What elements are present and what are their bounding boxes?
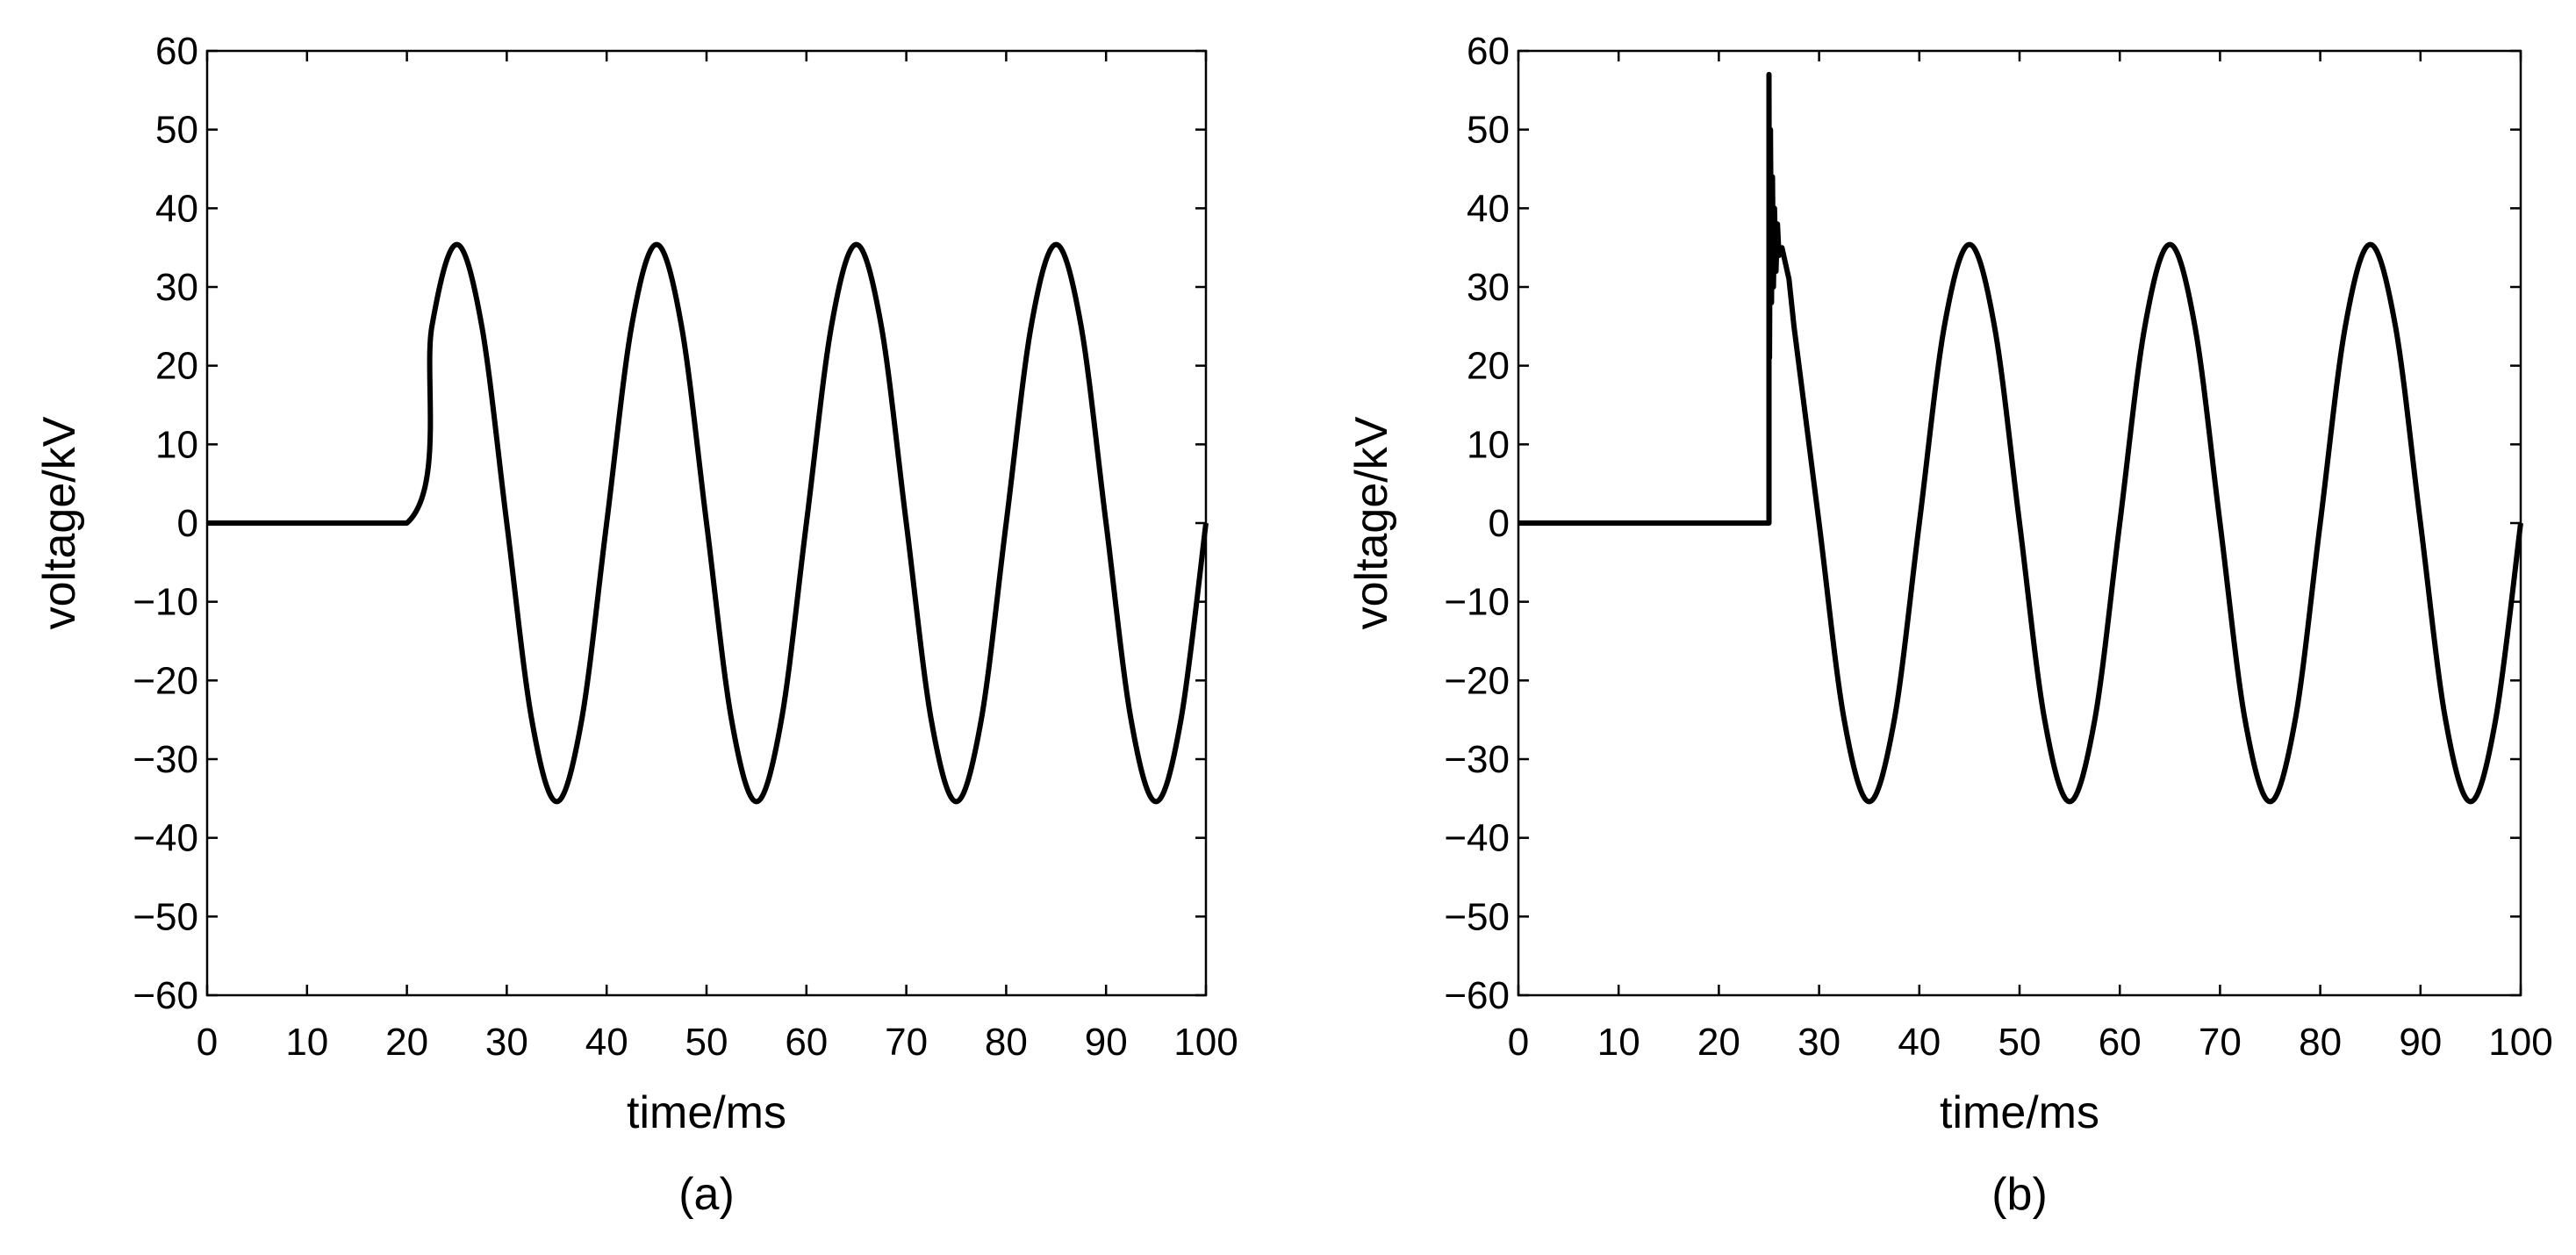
y-tick-label-b: −20 <box>1444 659 1510 702</box>
y-tick-label-a: 20 <box>155 345 198 388</box>
y-tick-label-a: 50 <box>155 109 198 152</box>
y-tick-label-b: 60 <box>1467 30 1510 73</box>
y-tick-label-a: 0 <box>177 502 198 545</box>
x-tick-label-b: 90 <box>2399 1021 2442 1064</box>
y-tick-label-b: 40 <box>1467 187 1510 230</box>
y-tick-label-a: −20 <box>133 659 198 702</box>
x-tick-label-b: 20 <box>1697 1021 1740 1064</box>
x-tick-label-b: 50 <box>1998 1021 2041 1064</box>
y-tick-label-b: 50 <box>1467 109 1510 152</box>
x-axis-label-b: time/ms <box>1940 1087 2099 1138</box>
y-tick-label-a: 60 <box>155 30 198 73</box>
x-tick-label-b: 60 <box>2099 1021 2142 1064</box>
y-axis-label-a: voltage/kV <box>34 416 85 629</box>
y-tick-label-a: 10 <box>155 423 198 466</box>
y-tick-label-a: −60 <box>133 974 198 1017</box>
y-tick-label-a: 40 <box>155 187 198 230</box>
chart-panel-a: 0 10 20 30 40 50 60 70 80 90 1006050403020100−10−2… <box>34 30 1238 1220</box>
plot-area-a: 0 10 20 30 40 50 60 70 80 90 1006050403020100−10−2… <box>133 30 1238 1064</box>
y-tick-label-b: −40 <box>1444 817 1510 860</box>
x-tick-label-a: 100 <box>1173 1021 1238 1064</box>
y-axis-label-b: voltage/kV <box>1346 416 1397 629</box>
x-tick-label-a: 60 <box>785 1021 828 1064</box>
y-tick-label-a: −50 <box>133 895 198 938</box>
x-tick-label-a: 80 <box>985 1021 1028 1064</box>
chart-panel-b: 0 10 20 30 40 50 60 70 80 90 1006050403020100−10−2… <box>1346 30 2553 1220</box>
series-line-b <box>1518 71 2523 805</box>
x-tick-label-b: 70 <box>2199 1021 2242 1064</box>
x-tick-label-a: 90 <box>1085 1021 1128 1064</box>
y-tick-label-a: −40 <box>133 817 198 860</box>
y-tick-label-b: −30 <box>1444 738 1510 781</box>
x-tick-label-a: 0 <box>197 1021 218 1064</box>
x-tick-label-b: 100 <box>2488 1021 2552 1064</box>
y-tick-label-a: 30 <box>155 266 198 309</box>
y-tick-label-b: 10 <box>1467 423 1510 466</box>
x-tick-label-b: 10 <box>1597 1021 1640 1064</box>
x-axis-label-a: time/ms <box>627 1087 786 1138</box>
y-tick-label-b: 0 <box>1489 502 1510 545</box>
y-tick-label-b: −60 <box>1444 974 1510 1017</box>
x-tick-label-a: 30 <box>485 1021 528 1064</box>
x-tick-label-a: 20 <box>385 1021 428 1064</box>
x-tick-label-a: 40 <box>585 1021 628 1064</box>
x-tick-label-b: 80 <box>2299 1021 2342 1064</box>
x-tick-label-b: 40 <box>1898 1021 1941 1064</box>
x-tick-label-b: 30 <box>1797 1021 1841 1064</box>
x-tick-label-a: 10 <box>285 1021 328 1064</box>
x-tick-label-a: 50 <box>685 1021 728 1064</box>
panel-label-b: (b) <box>1991 1169 2048 1220</box>
y-tick-label-b: 20 <box>1467 345 1510 388</box>
x-tick-label-a: 70 <box>885 1021 928 1064</box>
panel-label-a: (a) <box>678 1169 735 1220</box>
x-tick-label-b: 0 <box>1508 1021 1529 1064</box>
y-tick-label-b: 30 <box>1467 266 1510 309</box>
y-tick-label-a: −30 <box>133 738 198 781</box>
series-line-a <box>207 241 1209 805</box>
plot-area-b: 0 10 20 30 40 50 60 70 80 90 1006050403020100−10−2… <box>1444 30 2552 1064</box>
y-tick-label-a: −10 <box>133 581 198 624</box>
y-tick-label-b: −10 <box>1444 581 1510 624</box>
y-tick-label-b: −50 <box>1444 895 1510 938</box>
